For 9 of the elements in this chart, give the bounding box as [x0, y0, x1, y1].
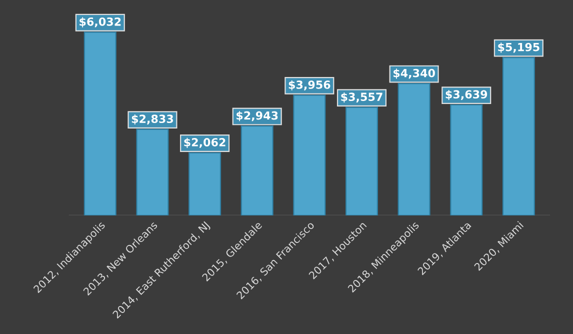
data-label: $3,956 [288, 80, 330, 90]
data-label: $4,340 [393, 68, 435, 79]
data-label: $2,943 [236, 111, 278, 122]
data-label: $5,195 [498, 42, 540, 53]
data-label: $2,833 [132, 114, 174, 125]
data-label: $2,062 [184, 138, 226, 148]
data-label: $6,032 [80, 17, 121, 28]
data-label: $3,557 [341, 92, 382, 103]
data-label: $3,639 [446, 90, 488, 100]
